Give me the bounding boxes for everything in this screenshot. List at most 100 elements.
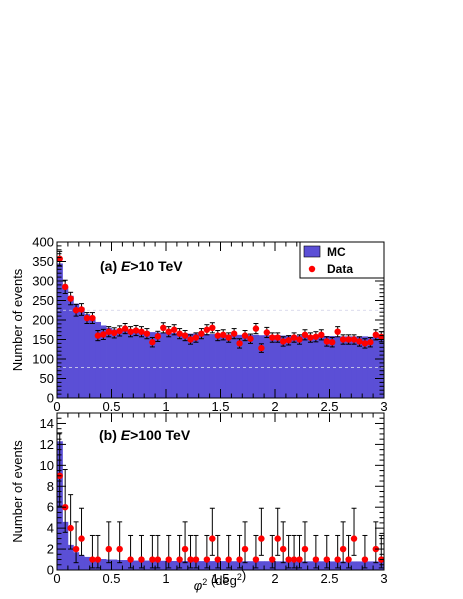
data-point — [89, 314, 96, 322]
mc-bar — [367, 561, 374, 570]
data-point — [127, 328, 134, 335]
data-point — [187, 336, 194, 343]
y-tick-label: 300 — [32, 274, 54, 289]
data-point — [356, 338, 363, 345]
data-point — [279, 545, 287, 553]
mc-bar — [67, 295, 74, 398]
mc-bar — [340, 336, 347, 398]
mc-bar — [236, 334, 243, 398]
x-axis-ticks: 0 0.5 1 1.5 2 2.5 3 — [53, 413, 388, 586]
data-point — [279, 338, 287, 345]
data-point — [149, 556, 156, 563]
data-point — [61, 283, 69, 291]
data-point — [285, 337, 292, 344]
data-point — [78, 306, 85, 313]
data-point — [116, 545, 123, 553]
panel-a: 0 0.5 1 1.5 2 2.5 3 0 50 100 150 200 250 300 350 400 N… — [10, 235, 388, 415]
data-point — [214, 332, 221, 339]
data-point — [111, 329, 118, 337]
mc-bar — [280, 561, 287, 570]
data-point — [290, 556, 298, 563]
mc-bar — [78, 555, 85, 570]
mc-bar — [351, 561, 358, 570]
mc-bar — [307, 335, 314, 398]
data-point — [187, 556, 194, 563]
mc-bar — [242, 334, 249, 398]
mc-bar — [209, 561, 216, 570]
data-point — [105, 545, 112, 553]
data-point — [339, 336, 347, 343]
mc-bar — [182, 333, 189, 398]
mc-bar — [116, 560, 123, 570]
y-axis-label: Number of events — [10, 268, 25, 371]
mc-bar — [264, 561, 270, 570]
y-tick-label: 2 — [47, 542, 54, 557]
mc-bar — [351, 336, 358, 398]
panel-label: (b) E>100 TeV — [99, 427, 191, 443]
mc-bar — [193, 333, 200, 398]
data-point — [269, 556, 276, 563]
data-point — [72, 307, 80, 314]
data-point — [94, 332, 102, 339]
x-axis-label-superscript: 2 — [202, 577, 207, 587]
data-point — [361, 340, 369, 347]
mc-bar — [373, 561, 379, 570]
mc-bar — [302, 335, 309, 398]
x-tick-label: 3 — [380, 399, 387, 414]
data-point — [105, 328, 112, 335]
x-axis-label-part: ) — [242, 568, 246, 583]
data-point — [323, 556, 330, 563]
data-point — [339, 545, 347, 553]
x-axis-label-part: (deg — [207, 573, 237, 588]
x-tick-label: 2.5 — [320, 399, 338, 414]
mc-bar — [198, 561, 205, 570]
data-point — [149, 339, 156, 346]
data-point — [160, 324, 167, 331]
data-point — [165, 556, 172, 563]
data-point — [236, 340, 243, 347]
data-point — [334, 556, 341, 563]
y-tick-label: 4 — [47, 521, 54, 536]
data-point — [225, 556, 232, 563]
panel-label-variable: E — [121, 427, 131, 443]
mc-bar — [57, 263, 63, 398]
mc-bar — [345, 336, 352, 398]
x-tick-label: 2 — [271, 399, 278, 414]
data-point — [127, 556, 134, 563]
y-tick-label: 10 — [40, 458, 54, 473]
data-point — [121, 325, 129, 332]
mc-bar — [67, 544, 74, 570]
x-tick-label: 1 — [162, 571, 169, 586]
panel-b: 0 0.5 1 1.5 2 2.5 3 0 2 4 6 8 10 12 14 Number of even… — [10, 412, 388, 586]
mc-bar — [116, 330, 123, 398]
mc-bar — [171, 560, 178, 570]
mc-bar — [73, 303, 80, 398]
mc-bar — [84, 556, 91, 570]
data-point — [318, 331, 325, 339]
data-point — [94, 556, 102, 563]
data-point — [312, 556, 320, 563]
mc-bar — [318, 561, 325, 570]
mc-bar — [231, 561, 238, 570]
y-tick-label: 100 — [32, 352, 54, 367]
mc-bar — [280, 335, 287, 398]
panel-label-prefix: (b) — [99, 427, 121, 443]
data-point — [258, 535, 265, 542]
data-point — [192, 334, 200, 341]
data-point — [345, 556, 352, 563]
mc-bar — [264, 335, 270, 398]
data-point — [83, 314, 91, 322]
mc-bar — [62, 521, 69, 570]
x-axis-label-superscript: 2 — [237, 572, 242, 582]
data-point — [241, 332, 249, 339]
y-tick-label: 6 — [47, 500, 54, 515]
mc-bar — [78, 307, 85, 398]
data-point — [241, 545, 249, 553]
mc-bar — [258, 335, 265, 398]
mc-bar — [100, 559, 107, 570]
data-point — [263, 329, 271, 336]
mc-bar — [160, 332, 167, 398]
mc-bar — [138, 331, 145, 398]
x-axis-ticks: 0 0.5 1 1.5 2 2.5 3 — [53, 242, 388, 414]
data-point — [181, 545, 189, 553]
